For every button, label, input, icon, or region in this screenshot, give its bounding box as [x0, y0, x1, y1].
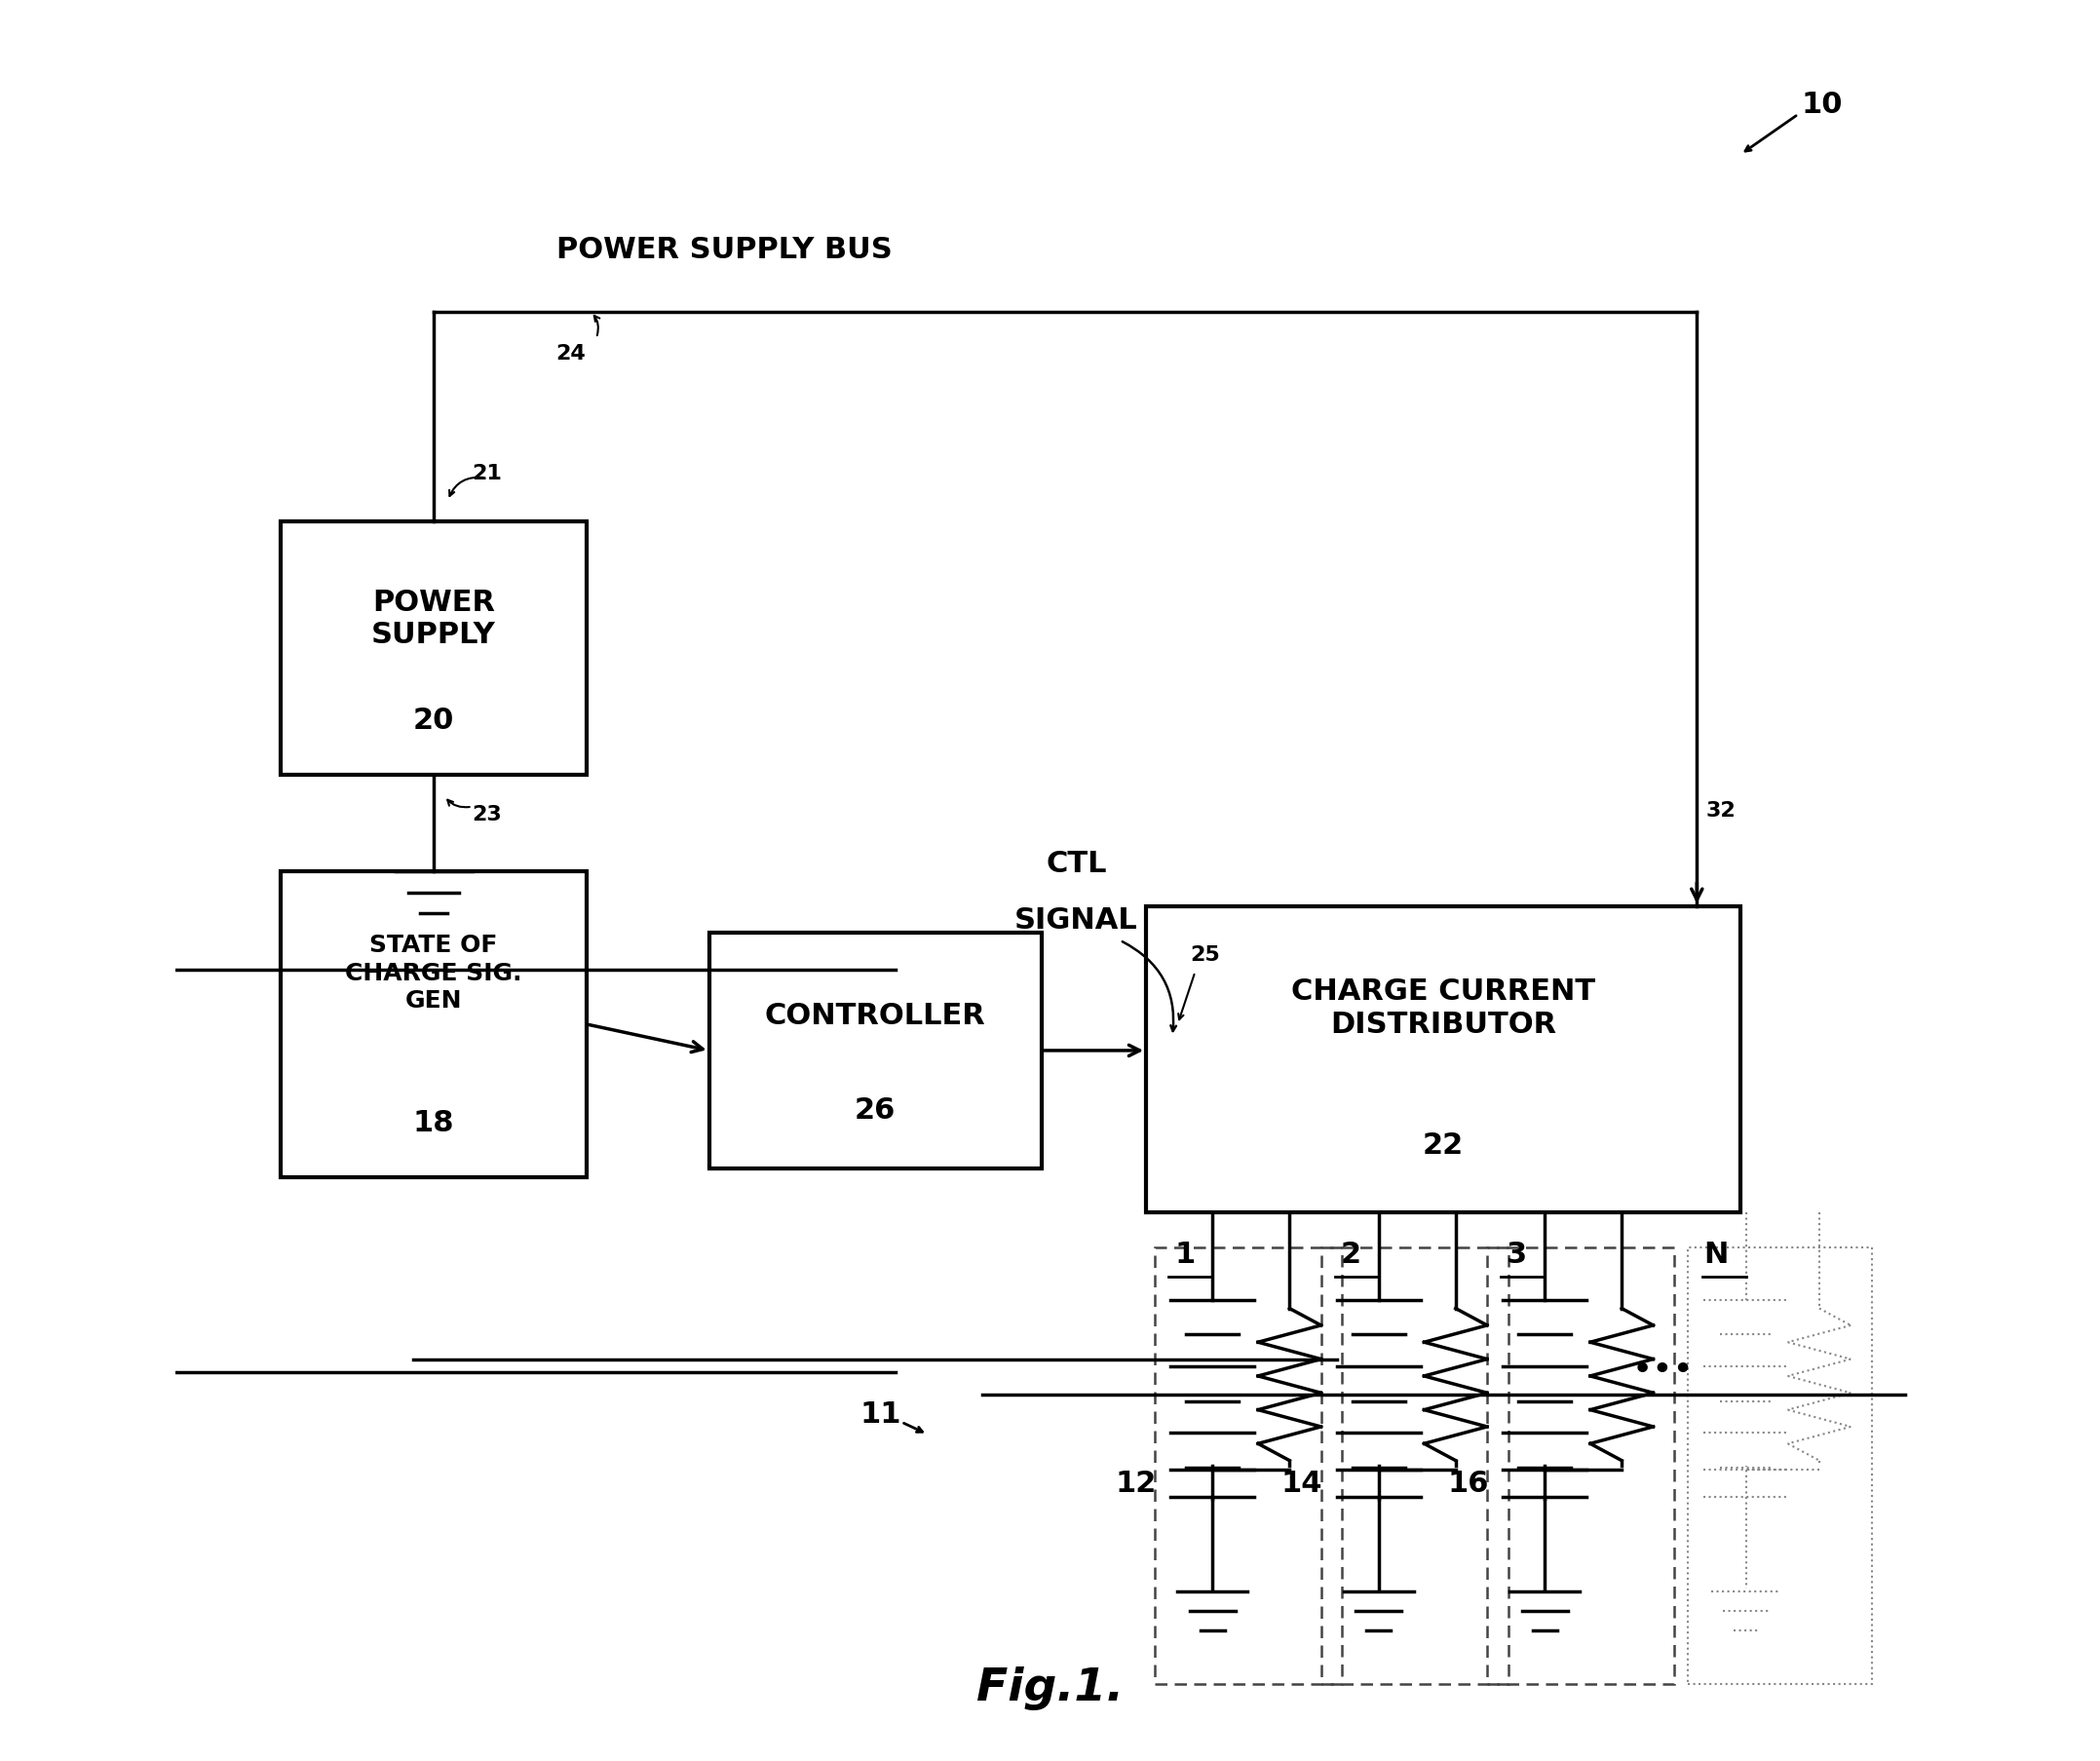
- Bar: [281, 872, 586, 1178]
- Text: SIGNAL: SIGNAL: [1014, 905, 1138, 933]
- Text: 18: 18: [414, 1108, 454, 1136]
- Bar: [1147, 907, 1741, 1213]
- Text: 20: 20: [414, 706, 454, 734]
- Bar: [1688, 1247, 1871, 1684]
- Bar: [1487, 1247, 1674, 1684]
- Text: CHARGE CURRENT
DISTRIBUTOR: CHARGE CURRENT DISTRIBUTOR: [1292, 977, 1596, 1039]
- Text: CONTROLLER: CONTROLLER: [764, 1002, 985, 1030]
- Bar: [1155, 1247, 1342, 1684]
- Text: 21: 21: [472, 463, 502, 483]
- Text: 11: 11: [861, 1400, 901, 1428]
- Bar: [281, 523, 586, 775]
- Text: Fig.1.: Fig.1.: [977, 1666, 1124, 1710]
- Text: POWER SUPPLY BUS: POWER SUPPLY BUS: [556, 236, 892, 264]
- Text: 32: 32: [1705, 801, 1735, 821]
- Text: 12: 12: [1115, 1469, 1157, 1497]
- Text: 24: 24: [556, 343, 586, 363]
- Text: 23: 23: [472, 805, 502, 824]
- Bar: [710, 933, 1042, 1169]
- Text: 26: 26: [855, 1095, 897, 1124]
- Bar: [1321, 1247, 1508, 1684]
- Text: POWER
SUPPLY: POWER SUPPLY: [372, 588, 496, 650]
- Text: STATE OF
CHARGE SIG.
GEN: STATE OF CHARGE SIG. GEN: [344, 933, 523, 1013]
- Text: 14: 14: [1281, 1469, 1323, 1497]
- Text: 22: 22: [1424, 1131, 1464, 1159]
- Text: 1: 1: [1174, 1240, 1195, 1268]
- Text: 10: 10: [1802, 90, 1844, 118]
- Text: 16: 16: [1447, 1469, 1489, 1497]
- Text: CTL: CTL: [1046, 851, 1107, 879]
- Text: •••: •••: [1632, 1352, 1695, 1386]
- Text: 2: 2: [1340, 1240, 1361, 1268]
- Text: 3: 3: [1506, 1240, 1527, 1268]
- Text: 25: 25: [1191, 946, 1220, 965]
- Text: N: N: [1703, 1240, 1728, 1268]
